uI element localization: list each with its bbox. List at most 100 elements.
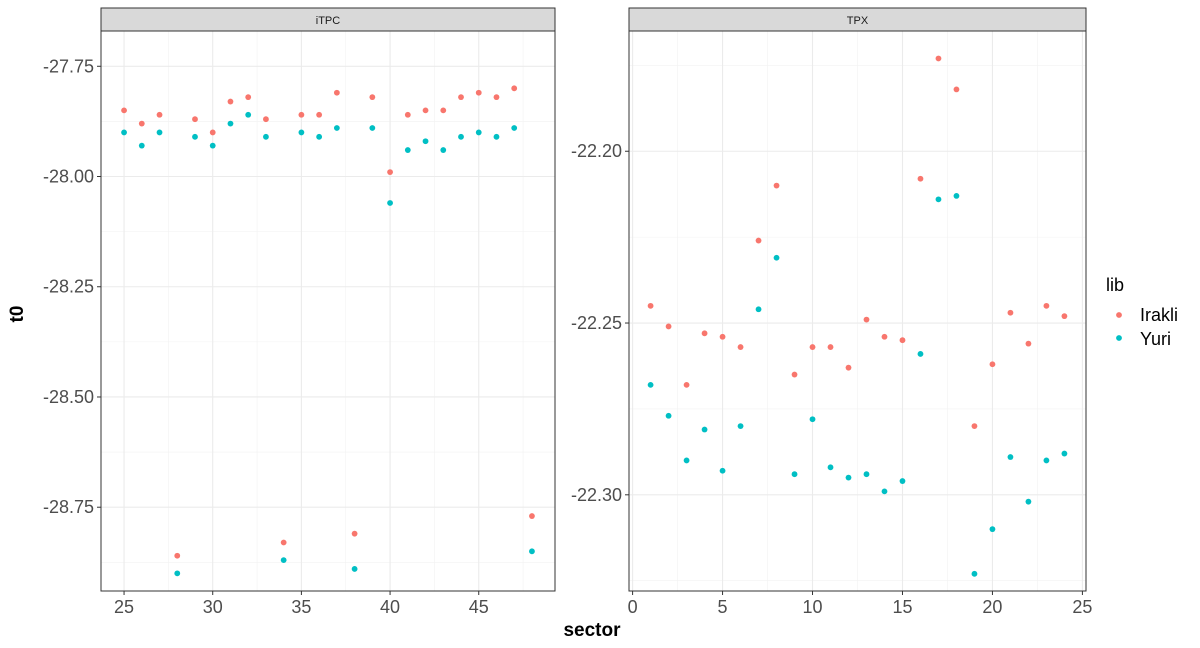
- point-irakli-27: [156, 111, 163, 118]
- point-irakli-44: [458, 94, 464, 101]
- point-irakli-9: [791, 371, 798, 378]
- point-yuri-10: [809, 416, 816, 423]
- point-yuri-20: [989, 526, 996, 533]
- point-irakli-4: [701, 330, 708, 337]
- panels: iTPC 25 30 35 40 45 -27.75 -28.00 -28.25 -28.50 -2…: [43, 7, 1092, 617]
- point-yuri-22: [1025, 498, 1032, 505]
- point-irakli-33: [263, 116, 269, 123]
- y-tick-label: -22.30: [571, 485, 622, 505]
- point-irakli-29: [192, 116, 198, 123]
- point-irakli-31: [227, 98, 234, 105]
- x-tick-label: 40: [380, 597, 400, 617]
- point-yuri-16: [917, 351, 924, 357]
- point-irakli-16: [917, 175, 924, 182]
- point-yuri-32: [245, 111, 252, 118]
- point-yuri-47: [511, 125, 518, 131]
- y-tick-label: -28.25: [43, 277, 94, 297]
- x-tick-label: 45: [469, 597, 489, 617]
- strip-label-tpx: TPX: [847, 15, 869, 27]
- point-yuri-40: [387, 200, 393, 206]
- point-yuri-1: [647, 381, 654, 388]
- point-irakli-37: [333, 89, 340, 96]
- point-yuri-41: [404, 147, 411, 153]
- x-tick-label: 15: [892, 597, 912, 617]
- point-yuri-3: [683, 457, 690, 464]
- point-irakli-47: [511, 85, 518, 92]
- legend-label-irakli: Irakli: [1140, 305, 1178, 325]
- point-irakli-46: [493, 94, 500, 101]
- point-irakli-14: [881, 333, 888, 340]
- y-tick-label: -27.75: [43, 56, 94, 76]
- point-yuri-35: [298, 129, 305, 136]
- point-yuri-17: [935, 196, 942, 203]
- point-yuri-33: [263, 133, 269, 140]
- point-yuri-23: [1043, 457, 1050, 464]
- point-yuri-5: [719, 467, 726, 474]
- point-irakli-17: [935, 55, 942, 62]
- x-tick-label: 5: [718, 597, 728, 617]
- point-irakli-13: [863, 316, 870, 323]
- point-yuri-34: [280, 557, 287, 564]
- point-irakli-43: [440, 107, 447, 114]
- point-yuri-15: [899, 478, 906, 484]
- point-irakli-40: [387, 169, 393, 176]
- point-yuri-26: [138, 142, 145, 149]
- point-yuri-25: [121, 129, 127, 136]
- x-axis-title: sector: [563, 620, 621, 641]
- point-yuri-48: [529, 548, 535, 555]
- legend-label-yuri: Yuri: [1140, 329, 1171, 349]
- point-yuri-39: [369, 125, 376, 131]
- point-yuri-12: [845, 474, 852, 481]
- y-tick-label: -22.20: [571, 141, 622, 161]
- point-irakli-38: [351, 530, 358, 537]
- point-yuri-46: [493, 133, 500, 140]
- legend: lib Irakli Yuri: [1106, 275, 1178, 349]
- point-irakli-48: [529, 513, 535, 519]
- point-yuri-13: [863, 471, 870, 478]
- point-irakli-21: [1007, 309, 1014, 316]
- x-tick-label: 10: [803, 597, 823, 617]
- point-yuri-24: [1061, 450, 1068, 457]
- legend-key-irakli: [1116, 312, 1122, 318]
- point-yuri-37: [333, 125, 340, 131]
- y-tick-label: -28.00: [43, 167, 94, 187]
- y-tick-label: -22.25: [571, 313, 622, 333]
- point-yuri-14: [881, 488, 888, 495]
- point-irakli-11: [827, 344, 834, 350]
- point-irakli-19: [971, 423, 978, 429]
- point-yuri-28: [174, 570, 181, 577]
- point-yuri-29: [192, 133, 198, 140]
- strip-label-itpc: iTPC: [316, 15, 341, 27]
- point-yuri-2: [665, 412, 672, 419]
- strip-background: [100, 7, 556, 32]
- point-yuri-19: [971, 570, 978, 577]
- legend-key-yuri: [1116, 335, 1122, 341]
- point-yuri-38: [351, 566, 358, 572]
- point-yuri-31: [227, 120, 234, 127]
- point-irakli-23: [1043, 302, 1050, 309]
- strip-background: [628, 7, 1087, 32]
- panel-itpc: iTPC 25 30 35 40 45 -27.75 -28.00 -28.25 -28.50 -2…: [43, 7, 556, 617]
- point-irakli-34: [280, 539, 287, 546]
- point-irakli-35: [298, 111, 305, 118]
- point-irakli-24: [1061, 313, 1068, 320]
- y-tick-label: -28.50: [43, 387, 94, 407]
- x-tick-label: 20: [982, 597, 1002, 617]
- point-irakli-8: [773, 182, 780, 189]
- x-tick-label: 0: [628, 597, 638, 617]
- point-yuri-11: [827, 464, 834, 471]
- point-irakli-12: [845, 364, 852, 371]
- point-irakli-2: [665, 323, 672, 330]
- legend-title: lib: [1106, 275, 1124, 295]
- point-irakli-10: [809, 344, 816, 350]
- point-yuri-7: [755, 306, 762, 313]
- point-yuri-27: [156, 129, 163, 136]
- point-irakli-42: [422, 107, 429, 114]
- plot-background: [101, 31, 555, 591]
- point-irakli-25: [121, 107, 127, 114]
- point-irakli-36: [316, 111, 323, 118]
- point-irakli-39: [369, 94, 376, 101]
- point-yuri-30: [209, 142, 216, 149]
- x-tick-label: 30: [203, 597, 223, 617]
